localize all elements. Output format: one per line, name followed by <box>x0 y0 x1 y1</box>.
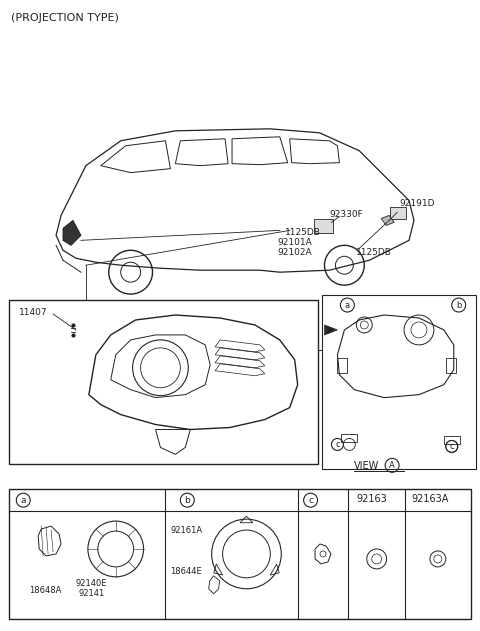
Text: b: b <box>184 496 190 505</box>
FancyBboxPatch shape <box>313 220 334 233</box>
Text: c: c <box>449 442 454 451</box>
Text: 1125DB: 1125DB <box>356 248 392 257</box>
Polygon shape <box>63 220 81 245</box>
Text: 92102A: 92102A <box>278 248 312 257</box>
Text: b: b <box>456 300 461 310</box>
Text: 1125DB: 1125DB <box>285 228 321 237</box>
Text: 92141: 92141 <box>79 589 105 598</box>
Text: 92161A: 92161A <box>170 526 203 535</box>
Bar <box>337 358 348 373</box>
Bar <box>9 300 318 464</box>
Text: a: a <box>345 300 350 310</box>
Polygon shape <box>381 215 394 225</box>
Text: 92163A: 92163A <box>411 494 448 504</box>
Text: 92163: 92163 <box>356 494 387 504</box>
Bar <box>341 435 357 442</box>
Text: VIEW: VIEW <box>354 461 380 471</box>
FancyBboxPatch shape <box>390 208 406 220</box>
Text: A: A <box>389 461 395 470</box>
Bar <box>9 489 471 618</box>
Text: (PROJECTION TYPE): (PROJECTION TYPE) <box>12 13 119 23</box>
Polygon shape <box>324 325 337 335</box>
Text: 11407: 11407 <box>19 308 48 317</box>
Text: 92101A: 92101A <box>278 239 312 247</box>
Text: c: c <box>335 440 340 449</box>
Text: 92140E: 92140E <box>76 579 108 588</box>
Text: 18644E: 18644E <box>170 567 202 576</box>
Text: 92191D: 92191D <box>399 199 434 208</box>
Bar <box>444 437 460 444</box>
Text: c: c <box>308 496 313 505</box>
Bar <box>446 358 456 373</box>
Bar <box>322 295 476 469</box>
Text: 92330F: 92330F <box>329 211 363 220</box>
Text: 18648A: 18648A <box>29 586 61 595</box>
Text: a: a <box>21 496 26 505</box>
